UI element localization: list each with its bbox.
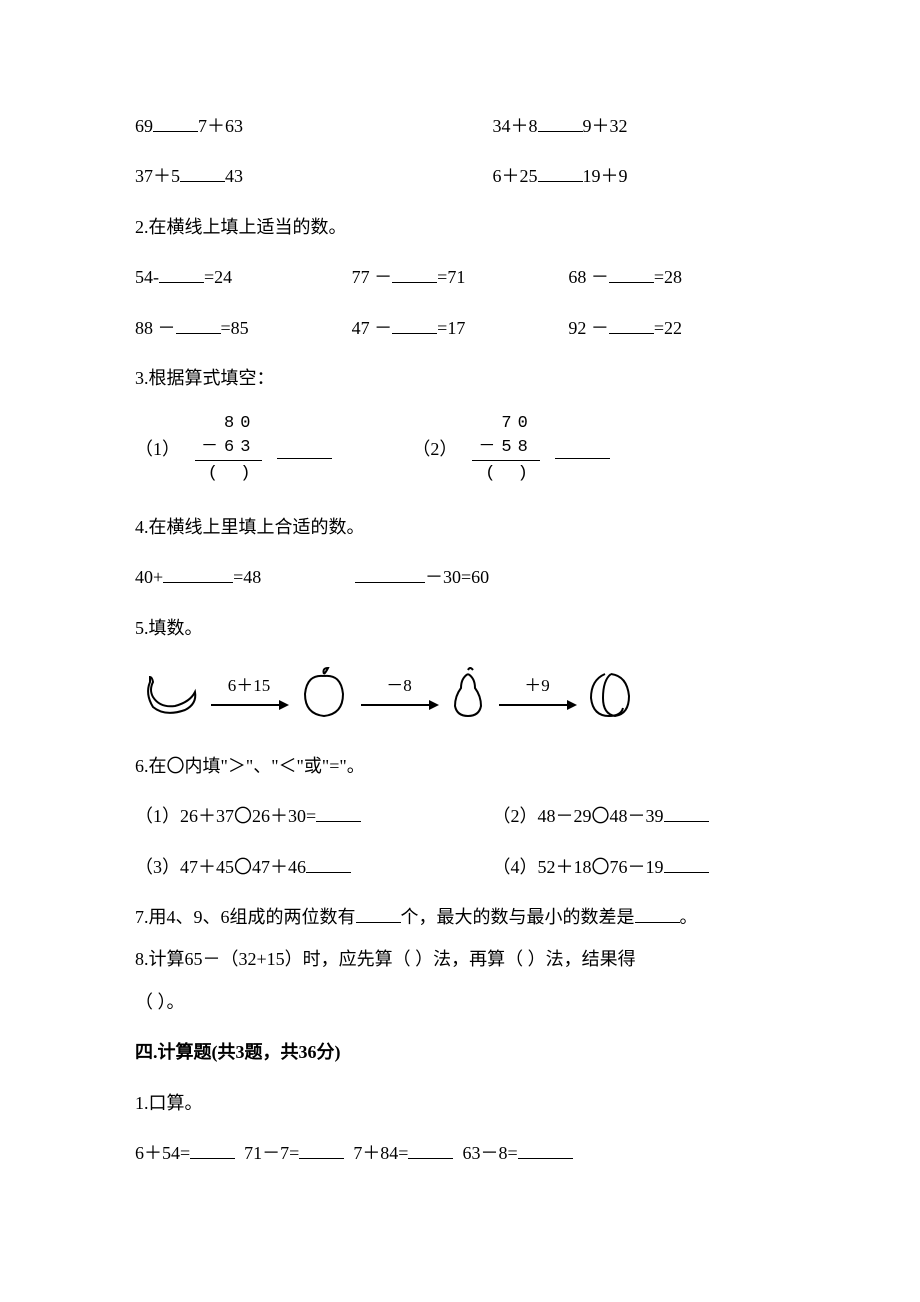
text: 92 －	[568, 318, 609, 338]
blank[interactable]	[180, 163, 225, 183]
blank[interactable]	[635, 903, 680, 923]
text: =22	[654, 318, 682, 338]
q2-row-1: 54- =24 77 － =71 68 － =28	[135, 261, 785, 293]
text: 。	[680, 907, 698, 927]
blank[interactable]	[518, 1139, 573, 1159]
q8-line-2: （ ）。	[135, 986, 785, 1018]
text: 9＋32	[583, 116, 628, 136]
q3-label-1: （1）	[135, 433, 180, 465]
text: 7＋84=	[353, 1143, 408, 1163]
pear-icon	[443, 662, 493, 722]
text: 40+	[135, 567, 163, 587]
blank[interactable]	[392, 314, 437, 334]
q6-title: 6.在〇内填"＞"、"＜"或"="。	[135, 750, 785, 782]
s4-q1-title: 1.口算。	[135, 1087, 785, 1119]
banana-icon	[135, 662, 205, 722]
blank[interactable]	[355, 563, 425, 583]
q5-title: 5.填数。	[135, 612, 785, 644]
vertical-calc-2: 70 －58 ( )	[472, 412, 539, 485]
blank[interactable]	[163, 563, 233, 583]
q6-row-2: （3）47＋45〇47＋46 （4）52＋18〇76－19	[135, 851, 785, 883]
blank[interactable]	[392, 263, 437, 283]
apple-icon	[293, 662, 355, 722]
section-4-title: 四.计算题(共3题，共36分)	[135, 1036, 785, 1068]
text: =24	[204, 267, 232, 287]
text: 37＋5	[135, 166, 180, 186]
text: 43	[225, 166, 243, 186]
compare-row-2: 37＋5 43 6＋25 19＋9	[135, 160, 785, 192]
blank[interactable]	[538, 112, 583, 132]
text: 7.用4、9、6组成的两位数有	[135, 907, 356, 927]
text: 71－7=	[244, 1143, 299, 1163]
text: 54-	[135, 267, 159, 287]
minuend: 70	[472, 412, 539, 436]
blank[interactable]	[153, 112, 198, 132]
text: 63－8=	[462, 1143, 517, 1163]
text: 68 －	[568, 267, 609, 287]
blank[interactable]	[176, 314, 221, 334]
subtrahend: －63	[195, 436, 262, 460]
blank[interactable]	[277, 439, 332, 459]
q7: 7.用4、9、6组成的两位数有 个，最大的数与最小的数差是 。	[135, 901, 785, 933]
result[interactable]: ( )	[195, 460, 262, 486]
arrow-2: －8	[359, 671, 439, 714]
q4-row: 40+ =48 －30=60	[135, 561, 785, 593]
text: 77 －	[352, 267, 393, 287]
blank[interactable]	[356, 903, 401, 923]
blank[interactable]	[316, 803, 361, 823]
blank[interactable]	[190, 1139, 235, 1159]
text: =85	[221, 318, 249, 338]
q3-label-2: （2）	[412, 433, 457, 465]
blank[interactable]	[299, 1139, 344, 1159]
q2-title: 2.在横线上填上适当的数。	[135, 211, 785, 243]
text: 47 －	[352, 318, 393, 338]
text: 88 －	[135, 318, 176, 338]
text: （1）26＋37〇26＋30=	[135, 806, 316, 826]
q2-row-2: 88 － =85 47 － =17 92 － =22	[135, 312, 785, 344]
q3-vertical-problems: （1） 80 －63 ( ) （2） 70 －58 ( )	[135, 412, 785, 485]
minuend: 80	[195, 412, 262, 436]
arrow-3: ＋9	[497, 671, 577, 714]
text: 69	[135, 116, 153, 136]
q8-line-1: 8.计算65－（32+15）时，应先算（ ）法，再算（ ）法，结果得	[135, 943, 785, 975]
blank[interactable]	[538, 163, 583, 183]
vertical-calc-1: 80 －63 ( )	[195, 412, 262, 485]
arrow-1: 6＋15	[209, 671, 289, 714]
blank[interactable]	[664, 853, 709, 873]
text: 7＋63	[198, 116, 243, 136]
result[interactable]: ( )	[472, 460, 539, 486]
q3-title: 3.根据算式填空：	[135, 362, 785, 394]
q5-flowchart: 6＋15 －8 ＋9	[135, 662, 785, 722]
blank[interactable]	[609, 314, 654, 334]
s4-q1-row: 6＋54= 71－7= 7＋84= 63－8=	[135, 1137, 785, 1169]
text: =17	[437, 318, 465, 338]
blank[interactable]	[306, 853, 351, 873]
blank[interactable]	[609, 263, 654, 283]
blank[interactable]	[159, 263, 204, 283]
subtrahend: －58	[472, 436, 539, 460]
text: （3）47＋45〇47＋46	[135, 857, 306, 877]
blank[interactable]	[664, 803, 709, 823]
text: 6＋54=	[135, 1143, 190, 1163]
text: 6＋25	[493, 166, 538, 186]
text: （2）48－29〇48－39	[493, 806, 664, 826]
blank[interactable]	[555, 439, 610, 459]
text: =28	[654, 267, 682, 287]
text: 34＋8	[493, 116, 538, 136]
text: －30=60	[425, 567, 489, 587]
text: =71	[437, 267, 465, 287]
blank[interactable]	[408, 1139, 453, 1159]
text: 个，最大的数与最小的数差是	[401, 907, 635, 927]
q6-row-1: （1）26＋37〇26＋30= （2）48－29〇48－39	[135, 800, 785, 832]
compare-row-1: 69 7＋63 34＋8 9＋32	[135, 110, 785, 142]
text: =48	[233, 567, 261, 587]
q4-title: 4.在横线上里填上合适的数。	[135, 511, 785, 543]
peach-icon	[581, 662, 641, 722]
text: 19＋9	[583, 166, 628, 186]
text: （4）52＋18〇76－19	[493, 857, 664, 877]
